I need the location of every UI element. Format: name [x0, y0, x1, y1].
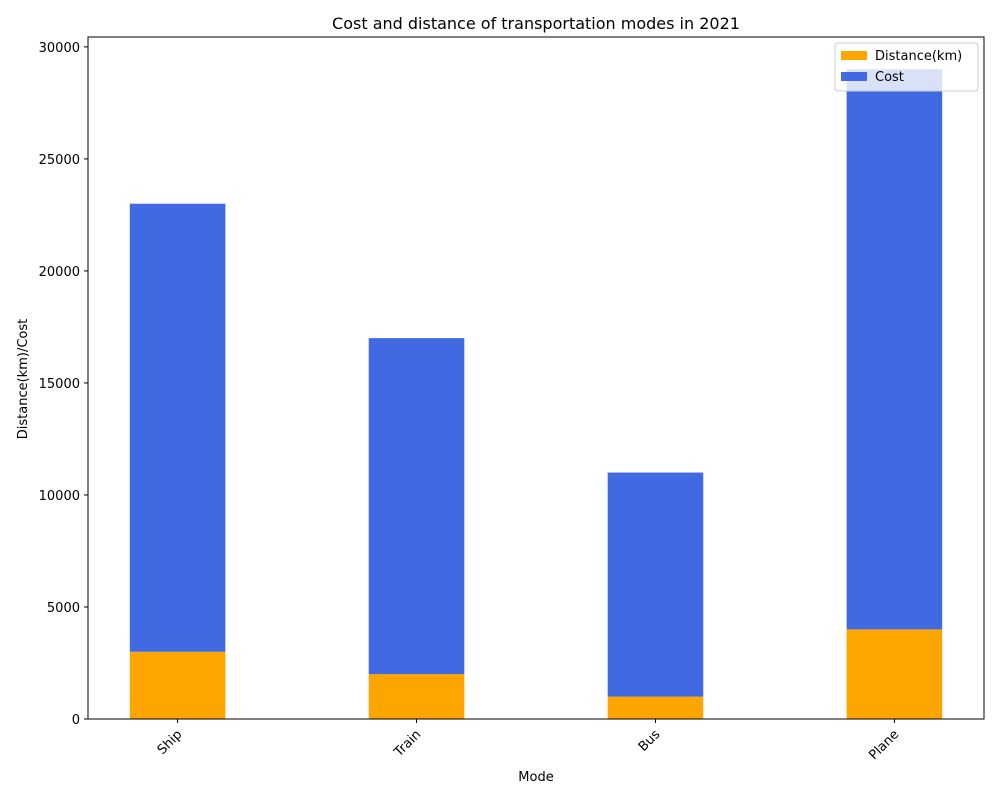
- y-axis-label: Distance(km)/Cost: [16, 319, 31, 439]
- bar-bus-cost: [607, 472, 704, 697]
- y-tick-label: 20000: [39, 265, 80, 280]
- legend-label-distance-km: Distance(km): [875, 49, 962, 64]
- x-axis-label: Mode: [518, 770, 553, 785]
- x-tick-label-train: Train: [391, 727, 424, 760]
- x-tick-label-bus: Bus: [636, 727, 664, 755]
- plot-frame: [87, 36, 985, 720]
- bar-plane-distance-km: [846, 629, 943, 719]
- chart-title: Cost and distance of transportation mode…: [332, 14, 740, 33]
- bar-ship-cost: [129, 203, 226, 652]
- y-tick-label: 30000: [39, 41, 80, 56]
- y-tick-label: 10000: [39, 489, 80, 504]
- bar-train-cost: [368, 338, 465, 675]
- legend-swatch-cost: [841, 72, 867, 81]
- bar-train-distance-km: [368, 674, 465, 719]
- legend: Distance(km) Cost: [834, 42, 979, 92]
- legend-swatch-distance-km: [841, 51, 867, 60]
- bar-bus-distance-km: [607, 696, 704, 719]
- bar-ship-distance-km: [129, 651, 226, 719]
- y-tick-label: 25000: [39, 153, 80, 168]
- x-tick-label-ship: Ship: [155, 727, 186, 758]
- y-tick-label: 0: [72, 713, 80, 728]
- x-axis: Ship Train Bus Plane: [155, 719, 902, 763]
- y-tick-label: 5000: [47, 601, 80, 616]
- y-axis: 0 5000 10000 15000 20000 25000 30000: [39, 41, 88, 728]
- legend-box: [834, 42, 979, 92]
- bar-plane-cost: [846, 69, 943, 630]
- bars-layer: [129, 69, 943, 719]
- y-tick-label: 15000: [39, 377, 80, 392]
- legend-label-cost: Cost: [875, 70, 904, 85]
- x-tick-label-plane: Plane: [866, 727, 902, 763]
